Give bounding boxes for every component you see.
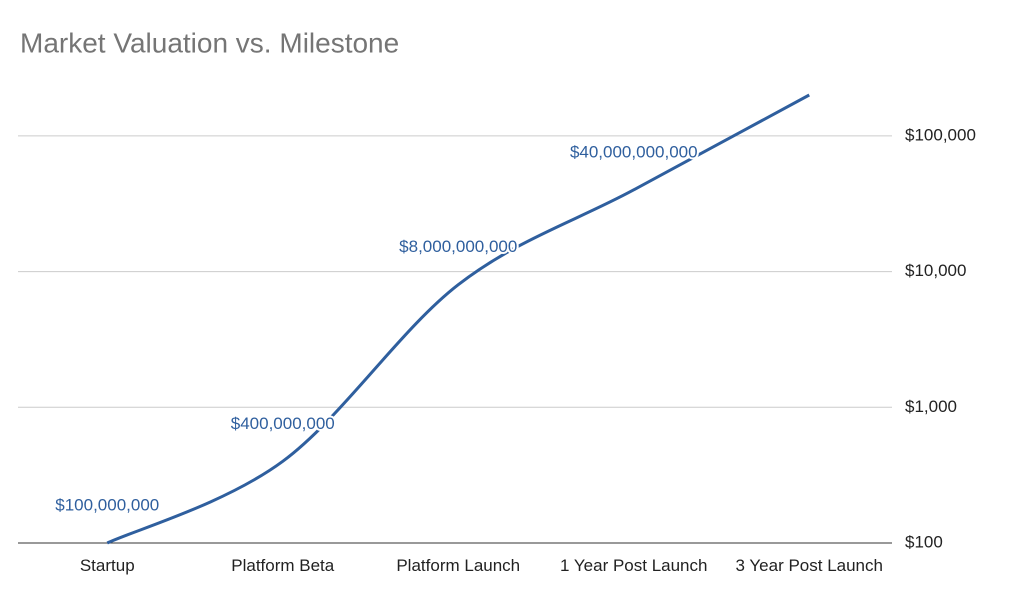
y-tick-label: $100: [905, 532, 943, 551]
line: [106, 93, 810, 545]
x-tick-label: 1 Year Post Launch: [560, 556, 708, 575]
x-tick-label: Startup: [79, 556, 135, 575]
data-label: $400,000,000: [231, 414, 335, 433]
data-label: $8,000,000,000: [399, 237, 517, 256]
y-tick-label: $100,000: [905, 125, 976, 144]
y-tick-label: $1,000: [905, 397, 957, 416]
chart-title: Market Valuation vs. Milestone: [20, 27, 399, 58]
data-label: $100,000,000: [55, 495, 159, 514]
y-tick-label: $10,000: [905, 261, 966, 280]
x-tick-label: Platform Launch: [396, 556, 521, 575]
x-tick-label: Platform Beta: [231, 556, 335, 575]
x-tick-label: 3 Year Post Launch: [735, 556, 883, 575]
data-label: $40,000,000,000: [570, 142, 698, 161]
